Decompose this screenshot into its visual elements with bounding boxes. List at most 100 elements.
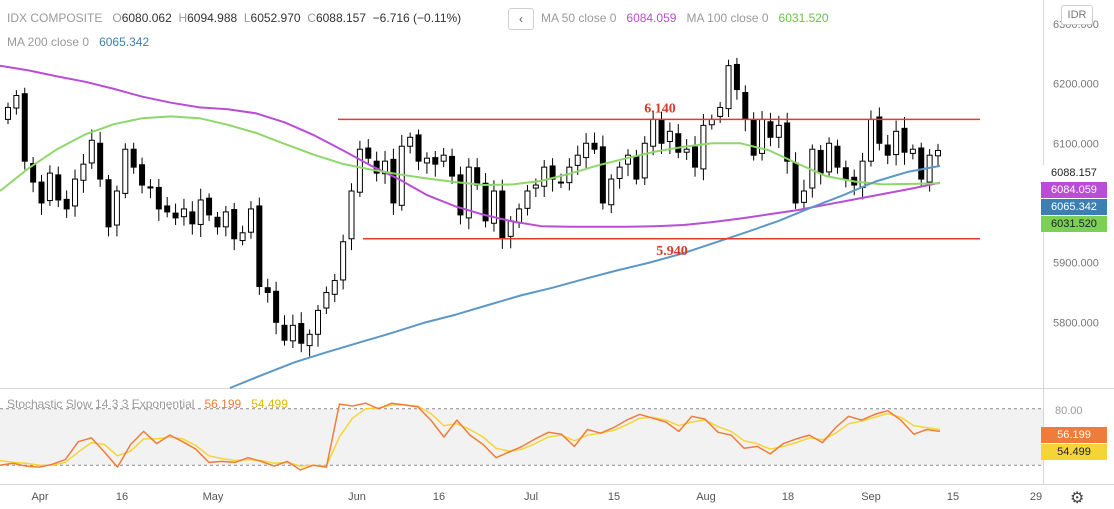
candle-body xyxy=(876,116,883,144)
candle-body xyxy=(717,106,724,117)
candle-body xyxy=(340,241,347,281)
x-tick-label: 18 xyxy=(782,491,794,503)
candle-body xyxy=(113,190,120,226)
resistance-label: 6.140 xyxy=(644,101,676,116)
candle-body xyxy=(641,142,648,179)
candle-body xyxy=(214,216,221,228)
candle-body xyxy=(893,130,900,156)
stoch-upper-tick: 80.00 xyxy=(1055,405,1083,417)
candle-body xyxy=(264,287,271,293)
stoch-k-tag: 56.199 xyxy=(1041,427,1107,443)
candle-body xyxy=(867,118,874,162)
candle-body xyxy=(247,208,254,233)
ma200-line xyxy=(229,164,941,389)
y-tick-label: 5900.000 xyxy=(1053,258,1099,270)
candle-body xyxy=(775,124,782,138)
candle-body xyxy=(130,148,137,168)
candle-body xyxy=(750,119,757,156)
candle-body xyxy=(432,157,439,165)
x-tick-label: 29 xyxy=(1030,491,1042,503)
candle-body xyxy=(323,291,330,309)
candle-body xyxy=(164,205,171,213)
candle-body xyxy=(122,148,129,194)
candle-body xyxy=(457,174,464,216)
candle-body xyxy=(708,118,715,126)
candle-body xyxy=(38,181,45,204)
candle-body xyxy=(742,92,749,120)
candle-body xyxy=(733,63,740,91)
ma200-label: MA 200 close 0 xyxy=(7,35,90,49)
candle-body xyxy=(423,157,430,164)
low-label: L xyxy=(243,11,251,25)
y-tick-label: 6100.000 xyxy=(1053,138,1099,150)
x-tick-label: Aug xyxy=(696,491,716,503)
candle-body xyxy=(172,212,179,219)
ma100-line xyxy=(0,115,941,192)
x-tick-label: 15 xyxy=(608,491,620,503)
candle-body xyxy=(658,119,665,144)
ma50-label: MA 50 close 0 xyxy=(541,11,617,25)
candle-body xyxy=(507,220,514,237)
ma200-value: 6065.342 xyxy=(99,35,150,49)
high-value: 6094.988 xyxy=(187,11,238,25)
ma50-value: 6084.059 xyxy=(626,11,677,25)
candle-body xyxy=(692,146,699,168)
candle-body xyxy=(482,182,489,222)
y-tick-label: 6200.000 xyxy=(1053,79,1099,91)
x-tick-label: Jul xyxy=(524,491,538,503)
candle-body xyxy=(901,127,908,153)
candle-body xyxy=(197,199,204,225)
candle-body xyxy=(599,146,606,204)
candle-body xyxy=(239,232,246,242)
candle-body xyxy=(826,142,833,173)
candle-body xyxy=(909,148,916,154)
candle-body xyxy=(666,130,673,142)
ma50-price-tag: 6084.059 xyxy=(1041,182,1107,198)
symbol-name: IDX COMPOSITE xyxy=(7,11,103,25)
candle-body xyxy=(524,190,531,209)
candle-body xyxy=(583,142,590,159)
candle-body xyxy=(465,166,472,219)
x-tick-label: 16 xyxy=(433,491,445,503)
candle-body xyxy=(21,93,28,162)
candle-body xyxy=(683,148,690,153)
chevron-left-icon[interactable]: ‹ xyxy=(508,8,534,30)
stoch-k-value: 56.199 xyxy=(204,397,242,411)
candle-body xyxy=(281,324,288,341)
candle-body xyxy=(390,158,397,204)
last-price-tag: 6088.157 xyxy=(1041,165,1107,181)
candle-body xyxy=(767,121,774,138)
candle-body xyxy=(557,181,564,184)
candle-body xyxy=(180,208,187,218)
candle-body xyxy=(616,166,623,179)
stoch-d-value: 54.499 xyxy=(251,397,288,411)
candle-body xyxy=(474,167,481,186)
candle-body xyxy=(88,139,95,164)
candle-body xyxy=(700,124,707,170)
candle-body xyxy=(415,134,422,162)
ohlc-legend: IDX COMPOSITE O6080.062 H6094.988 L6052.… xyxy=(7,11,461,25)
currency-button[interactable]: IDR xyxy=(1061,5,1093,25)
candle-body xyxy=(46,172,53,202)
candle-body xyxy=(306,333,313,347)
candle-body xyxy=(817,149,824,174)
y-tick-label: 5800.000 xyxy=(1053,317,1099,329)
candle-body xyxy=(206,197,213,216)
candle-body xyxy=(608,178,615,206)
ma100-price-tag: 6031.520 xyxy=(1041,216,1107,232)
candle-body xyxy=(440,154,447,162)
candle-body xyxy=(315,309,321,335)
low-value: 6052.970 xyxy=(250,11,301,25)
candle-body xyxy=(147,186,154,189)
candle-body xyxy=(365,147,372,159)
gear-icon[interactable]: ⚙ xyxy=(1070,490,1085,507)
candle-body xyxy=(189,211,196,225)
ma100-label: MA 100 close 0 xyxy=(686,11,769,25)
candle-body xyxy=(72,178,79,207)
candle-body xyxy=(541,166,548,187)
open-label: O xyxy=(112,11,122,25)
candle-body xyxy=(63,198,70,210)
candle-body xyxy=(532,184,539,189)
candle-body xyxy=(55,174,62,201)
